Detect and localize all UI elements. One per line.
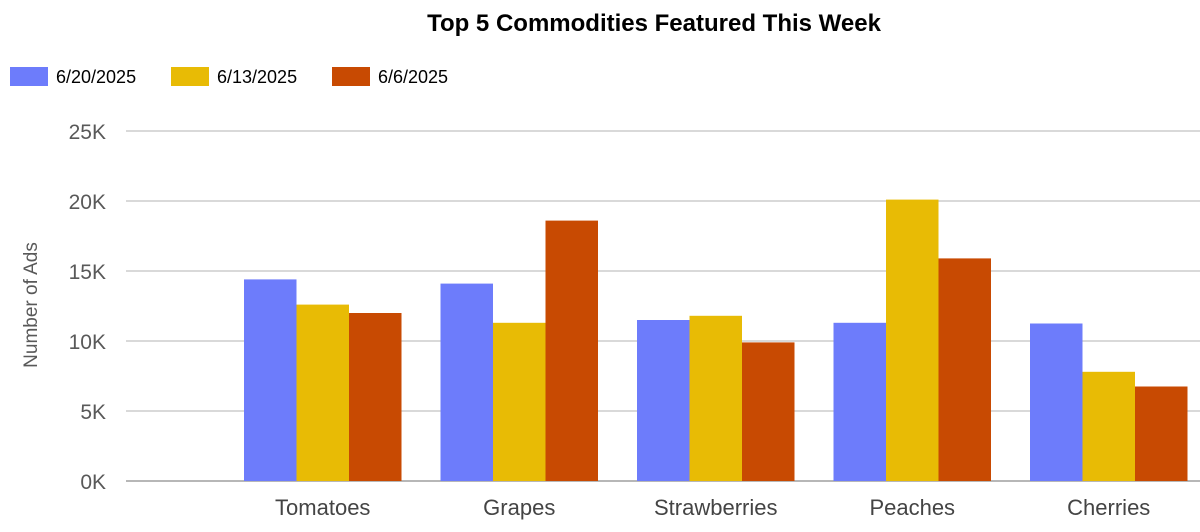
y-tick-label: 20K — [69, 191, 106, 214]
x-tick-label: Strawberries — [654, 495, 777, 520]
x-axis-labels: Tomatoes Grapes Strawberries Peaches Cherrie… — [275, 495, 1150, 520]
bar-6/20/2025-Peaches — [833, 322, 886, 481]
legend-swatch — [10, 67, 48, 86]
x-tick-label: Cherries — [1067, 495, 1150, 520]
y-axis-label: Number of Ads — [21, 242, 42, 368]
legend-label: 6/13/2025 — [217, 67, 297, 87]
bar-6/6/2025-Tomatoes — [349, 313, 402, 481]
y-tick-label: 15K — [69, 261, 106, 284]
legend-label: 6/20/2025 — [56, 67, 136, 87]
bar-6/6/2025-Cherries — [1135, 386, 1188, 481]
x-tick-label: Peaches — [869, 495, 955, 520]
y-tick-label: 0K — [80, 471, 106, 494]
bar-6/13/2025-Tomatoes — [296, 304, 349, 481]
bar-6/20/2025-Strawberries — [637, 320, 690, 481]
x-tick-label: Tomatoes — [275, 495, 370, 520]
y-tick-label: 10K — [69, 331, 106, 354]
x-tick-label: Grapes — [483, 495, 555, 520]
bar-6/6/2025-Grapes — [545, 220, 598, 481]
legend: 6/20/2025 6/13/2025 6/6/2025 — [10, 67, 448, 87]
bars — [244, 199, 1188, 481]
bar-6/20/2025-Tomatoes — [244, 279, 297, 481]
bar-6/13/2025-Peaches — [886, 199, 939, 481]
legend-swatch — [332, 67, 370, 86]
y-tick-label: 25K — [69, 121, 106, 144]
bar-6/13/2025-Strawberries — [689, 315, 742, 481]
y-tick-label: 5K — [80, 401, 106, 424]
bar-6/13/2025-Cherries — [1082, 371, 1135, 481]
bar-6/13/2025-Grapes — [493, 322, 546, 481]
chart-title: Top 5 Commodities Featured This Week — [427, 10, 882, 37]
legend-swatch — [171, 67, 209, 86]
bar-6/20/2025-Cherries — [1030, 323, 1083, 481]
bar-6/20/2025-Grapes — [440, 283, 493, 481]
y-axis-ticks: 0K 5K 10K 15K 20K 25K — [69, 121, 106, 494]
bar-6/6/2025-Strawberries — [742, 342, 795, 481]
bar-6/6/2025-Peaches — [938, 258, 991, 481]
legend-label: 6/6/2025 — [378, 67, 448, 87]
